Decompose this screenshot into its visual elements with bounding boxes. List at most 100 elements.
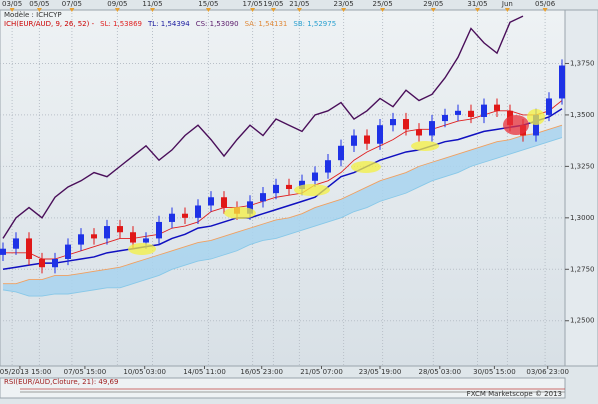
oscillator-label: RSI(EUR/AUD,Cloture, 21): 49,69 — [4, 378, 118, 386]
highlight — [294, 184, 330, 196]
candle-body — [13, 238, 19, 249]
candle-body — [143, 238, 149, 243]
legend-entry: SL: 1,53869 — [100, 20, 142, 28]
highlight — [128, 243, 156, 255]
tick-marker — [341, 8, 347, 12]
ichimoku-layer — [0, 10, 565, 366]
cloud — [3, 125, 562, 297]
candle-body — [533, 114, 539, 136]
x-tick-label: 07/05 15:00 — [64, 368, 107, 376]
highlight — [527, 109, 545, 125]
tick-marker — [250, 8, 256, 12]
x-tick-label-top: 23/05 — [334, 0, 354, 8]
x-tick-label: 28/05 03:00 — [419, 368, 462, 376]
candle-body — [130, 232, 136, 243]
x-tick-label-top: 11/05 — [142, 0, 162, 8]
x-tick-label: 10/05 03:00 — [123, 368, 166, 376]
tick-marker — [270, 8, 276, 12]
tick-marker — [36, 8, 42, 12]
candle-body — [169, 213, 175, 222]
candle-body — [26, 238, 32, 259]
chart-title: Modèle : ICHCYP — [4, 11, 62, 19]
x-tick-label-top: 29/05 — [423, 0, 443, 8]
highlight — [503, 115, 529, 135]
candle-body — [0, 248, 6, 255]
x-tick-label-top: 09/05 — [107, 0, 127, 8]
candle-body — [78, 234, 84, 245]
y-tick-label: 1,3250 — [570, 162, 595, 170]
x-tick-label-top: 31/05 — [467, 0, 487, 8]
candle-body — [338, 145, 344, 161]
candle-body — [52, 258, 58, 268]
x-tick-label: 23/05 19:00 — [359, 368, 402, 376]
x-tick-label: 01/05/2013 15:00 — [0, 368, 51, 376]
legend-entry: TL: 1,54394 — [147, 20, 190, 28]
x-tick-label-top: 15/05 — [198, 0, 218, 8]
indicator-legend: ICH(EUR/AUD, 9, 26, 52) - SL: 1,53869 TL: … — [4, 20, 336, 28]
highlight — [224, 207, 256, 219]
candle-body — [377, 125, 383, 144]
candle-body — [468, 110, 474, 117]
x-tick-label: 14/05 11:00 — [183, 368, 226, 376]
tick-marker — [114, 8, 120, 12]
legend-entry: CS: 1,53090 — [196, 20, 239, 28]
y-tick-label: 1,3500 — [570, 111, 595, 119]
x-tick-label: 03/06 23:00 — [526, 368, 569, 376]
x-tick-label: 30/05 15:00 — [473, 368, 516, 376]
y-tick-label: 1,3750 — [570, 59, 595, 67]
candle-body — [481, 104, 487, 117]
tick-marker — [9, 8, 15, 12]
tick-marker — [380, 8, 386, 12]
x-tick-label-top: 19/05 — [263, 0, 283, 8]
candle-body — [104, 226, 110, 239]
candle-body — [390, 119, 396, 126]
candle-body — [546, 98, 552, 115]
highlight — [351, 161, 381, 173]
plot-area — [0, 9, 566, 367]
x-tick-label: 16/05 23:00 — [240, 368, 283, 376]
candle-body — [455, 110, 461, 115]
tick-marker — [150, 8, 155, 12]
x-tick-label-top: Jun — [501, 0, 513, 8]
x-tick-label-top: 25/05 — [373, 0, 393, 8]
annotations — [128, 109, 545, 255]
tick-marker — [504, 8, 510, 12]
candle-body — [494, 104, 500, 111]
y-axis-area — [564, 9, 598, 367]
candle-body — [442, 114, 448, 122]
tick-marker — [430, 8, 436, 12]
indicator-line — [2, 15, 524, 239]
tick-marker — [205, 8, 211, 12]
candle-body — [364, 135, 370, 144]
indicator-line — [2, 137, 563, 297]
candle-body — [299, 180, 305, 190]
candle-body — [117, 226, 123, 233]
candle-body — [559, 65, 565, 99]
oscillator-panel — [0, 377, 566, 399]
candle-body — [247, 201, 253, 214]
y-tick-label: 1,3000 — [570, 214, 595, 222]
x-tick-label-top: 07/05 — [62, 0, 82, 8]
tick-marker — [542, 8, 548, 12]
candle-body — [91, 234, 97, 239]
candle-body — [403, 119, 409, 130]
candle-body — [208, 197, 214, 206]
y-tick-label: 1,2750 — [570, 265, 595, 273]
indicator-line — [3, 100, 563, 260]
candle-body — [156, 221, 162, 239]
x-tick-label-top: 21/05 — [289, 0, 309, 8]
y-tick-label: 1,2500 — [570, 317, 595, 325]
candle-body — [416, 129, 422, 136]
candle-body — [221, 197, 227, 208]
x-tick-label-top: 05/05 — [29, 0, 49, 8]
tick-marker — [69, 8, 75, 12]
candle-body — [312, 172, 318, 181]
candle-body — [182, 213, 188, 218]
candle-body — [429, 121, 435, 136]
candle-body — [286, 184, 292, 190]
tick-marker — [475, 8, 480, 12]
x-tick-label-top: 17/05 — [243, 0, 263, 8]
candle-body — [65, 244, 71, 259]
indicator-line — [2, 108, 563, 271]
